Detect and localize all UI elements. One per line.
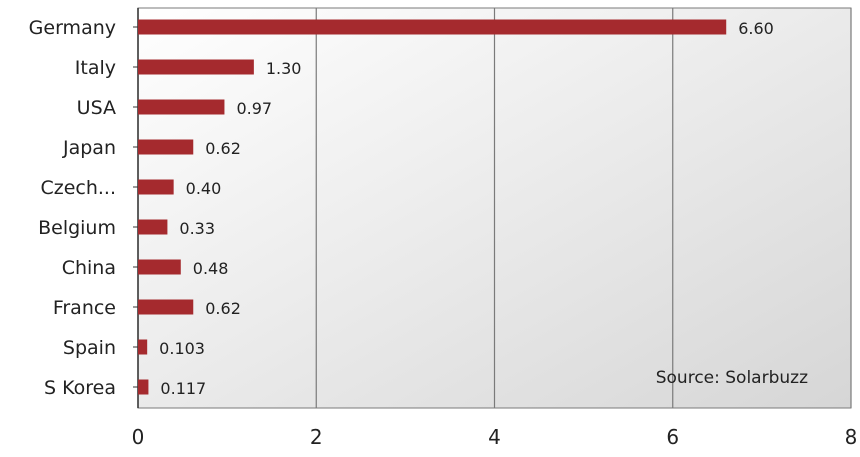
x-tick-label: 2: [310, 425, 323, 449]
value-label: 1.30: [266, 59, 302, 78]
value-label: 0.62: [205, 139, 241, 158]
bar: [138, 99, 225, 115]
value-label: 0.97: [236, 99, 272, 118]
x-tick-label: 8: [845, 425, 858, 449]
value-label: 0.40: [186, 179, 222, 198]
value-label: 6.60: [738, 19, 774, 38]
value-label: 0.103: [159, 339, 205, 358]
category-label: USA: [77, 97, 116, 119]
category-label: S Korea: [44, 377, 116, 399]
value-label: 0.48: [193, 259, 229, 278]
category-label: China: [62, 257, 116, 279]
bar: [138, 139, 194, 155]
bar: [138, 379, 149, 395]
x-tick-label: 0: [132, 425, 145, 449]
x-tick-label: 6: [666, 425, 679, 449]
bar: [138, 259, 181, 275]
value-label: 0.33: [179, 219, 215, 238]
bar: [138, 59, 254, 75]
bar: [138, 299, 194, 315]
category-label: Germany: [29, 17, 116, 39]
bars: [138, 19, 727, 395]
category-label: Italy: [75, 57, 116, 79]
category-label: Czech...: [40, 177, 116, 199]
category-label: Spain: [63, 337, 116, 359]
category-label: Japan: [62, 137, 116, 159]
bar: [138, 339, 148, 355]
value-label: 0.62: [205, 299, 241, 318]
labels: Germany 6.60 Italy 1.30 USA 0.97 Japan 0.62 Czec…: [29, 17, 774, 399]
bar: [138, 179, 174, 195]
value-label: 0.117: [160, 379, 206, 398]
category-label: France: [53, 297, 116, 319]
axes: 0 2 4 6 8: [132, 8, 858, 449]
bar: [138, 219, 168, 235]
category-label: Belgium: [38, 217, 116, 239]
x-tick-label: 4: [488, 425, 501, 449]
source-annotation: Source: Solarbuzz: [656, 368, 808, 388]
bar: [138, 19, 727, 35]
